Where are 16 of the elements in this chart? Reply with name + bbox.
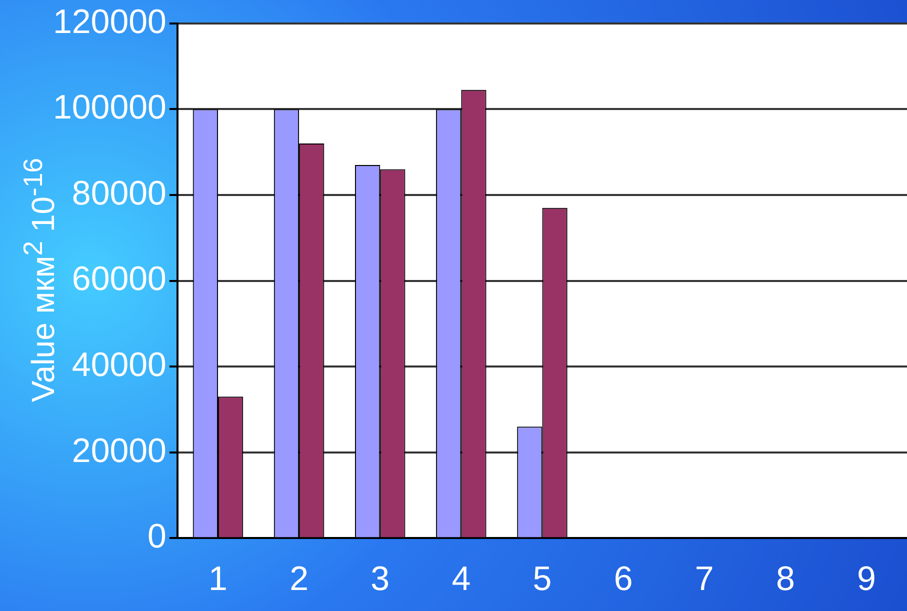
y-tick-label: 100000 xyxy=(52,88,166,127)
y-tick-label: 0 xyxy=(148,518,166,556)
x-tick-label: 4 xyxy=(452,560,471,598)
y-tick-label: 80000 xyxy=(72,174,166,212)
x-tick-label: 3 xyxy=(370,560,390,598)
x-tick-label: 5 xyxy=(532,560,552,598)
y-tick-label: 120000 xyxy=(52,2,166,41)
x-tick-label: 7 xyxy=(694,560,714,598)
y-tick-label: 40000 xyxy=(72,346,166,384)
y-tick-label: 60000 xyxy=(72,260,166,298)
x-tick-label: 6 xyxy=(614,560,633,598)
x-tick-label: 8 xyxy=(776,560,795,598)
x-tick-label: 9 xyxy=(857,560,876,598)
x-tick-label: 1 xyxy=(208,560,228,598)
y-tick-label: 20000 xyxy=(72,432,166,470)
x-tick-label: 2 xyxy=(290,560,309,598)
